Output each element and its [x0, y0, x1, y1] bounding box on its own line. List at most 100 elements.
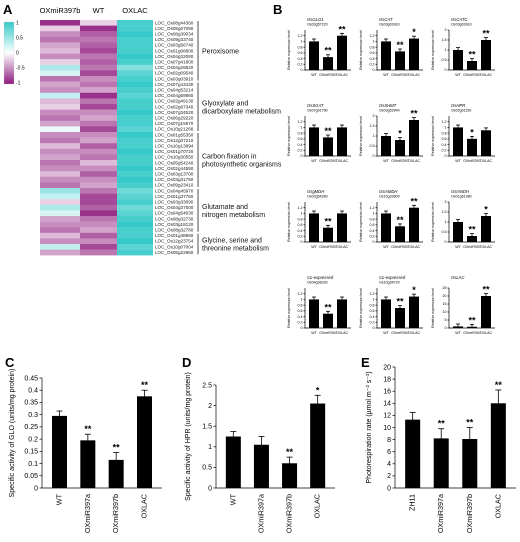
bar-oxlac [409, 120, 419, 156]
panel-c: C 0 0.05 0.1 0.15 0.2 0.25 0.3 0.35 0.4 0.45 Specif… [5, 355, 162, 533]
bar-oxlac [481, 40, 491, 70]
gene-label: LOC_Os08g39034 [155, 32, 194, 37]
bar-wt [52, 415, 67, 488]
y-axis-label: Relative expression level [287, 116, 291, 156]
heat-cell [80, 148, 117, 155]
heat-cell [117, 48, 153, 54]
y-tick-label: 1.5 [202, 424, 212, 431]
bar-oxlac [310, 403, 326, 488]
y-tick-label: 0.8 [370, 303, 375, 307]
x-category-label: OXLAC [480, 73, 493, 77]
heatmap-gene-labels: LOC_Os08g44360LOC_Os05g07090LOC_Os08g390… [155, 20, 194, 255]
heat-cell [40, 193, 80, 200]
heat-cell [117, 64, 153, 71]
y-tick-label: 1.2 [370, 206, 375, 210]
gene-label: LOC_Os12g23754 [155, 239, 194, 244]
y-axis-label: Relative expression level [431, 202, 435, 242]
heat-cell [80, 87, 117, 93]
expression-chart-12: OsLAC Relative expression level 0 5 10 15 20 25… [431, 275, 495, 335]
heat-cell [80, 64, 117, 71]
gene-label: LOC_Os07g43430 [155, 82, 194, 87]
panel-label: C [5, 355, 15, 370]
bar-oxmir397 [323, 57, 333, 70]
heat-cell [80, 204, 117, 211]
heat-cell [40, 70, 80, 77]
y-axis-label: Relative expression level [431, 288, 435, 328]
gene-label: LOC_Os04g54030 [155, 211, 194, 216]
y-axis-label: Relative expression level [431, 116, 435, 156]
gene-label: LOC_Os09g33740 [155, 37, 194, 42]
panel-a: A OXmiR397b WT OXLAC 1 0.5 0 -0.5 -1 LOC_Os08g… [3, 2, 282, 256]
y-tick-label: 0.6 [370, 223, 375, 227]
gene-label: LOC_Os08g32780 [155, 228, 194, 233]
bar-wt [381, 299, 391, 328]
heat-cell [40, 137, 80, 144]
bar-wt [309, 299, 319, 328]
y-tick-label: 0.8 [370, 45, 375, 49]
heatmap-column-headers: OXmiR397b WT OXLAC [40, 6, 149, 15]
significance-star: ** [482, 29, 490, 39]
heat-cell [80, 53, 117, 60]
significance-star: ** [468, 315, 476, 325]
heat-cell [117, 25, 153, 32]
y-axis-label: Relative expression level [359, 288, 363, 328]
heat-cell [117, 126, 153, 133]
chart-subtitle: Os03g03910 [379, 23, 400, 27]
y-tick-label: 0.4 [28, 388, 38, 395]
y-tick-label: 1.5 [442, 210, 447, 214]
heat-cell [117, 59, 153, 65]
gene-label: LOC_Os10g21268 [155, 127, 194, 132]
y-tick-label: 0.4 [298, 57, 303, 61]
heat-cell [117, 171, 153, 177]
y-tick-label: 0.8 [298, 131, 303, 135]
bar-oxlac [481, 216, 491, 242]
significance-star: ** [438, 419, 446, 429]
x-category-label: WT [311, 245, 317, 249]
y-tick-label: 1.2 [298, 120, 303, 124]
x-category-label: WT [311, 331, 317, 335]
y-tick-label: 0.5 [442, 58, 447, 62]
gene-label: LOC_Os02g49130 [155, 99, 194, 104]
heat-cell [80, 244, 117, 250]
heat-cell [117, 132, 153, 138]
gene-label: LOC_Os08g44360 [155, 20, 194, 25]
x-category-label: WT [311, 159, 317, 163]
gene-label: LOC_Os02g67340 [155, 104, 194, 109]
x-category-label: OXLAC [493, 494, 502, 518]
bar-oxmir397a [253, 444, 269, 488]
bar-wt [453, 326, 463, 328]
heat-cell [117, 221, 153, 228]
bar-oxmir397 [395, 226, 405, 242]
x-category-label: OXmiR397a [436, 494, 445, 533]
heat-cell [80, 232, 117, 239]
gene-label: LOC_Os10g07004 [155, 244, 194, 249]
heat-cell [40, 199, 80, 205]
significance-star: * [484, 205, 488, 215]
chart-subtitle: Os01g61380 [451, 195, 472, 199]
gene-label: LOC_Os07g41800 [155, 60, 194, 65]
bar-wt [453, 127, 463, 156]
heat-cell [80, 221, 117, 228]
heat-cell [117, 53, 153, 60]
gene-label: LOC_Os01g55350 [155, 132, 194, 137]
y-tick-label: 0.6 [370, 309, 375, 313]
y-tick-label: 0.5 [370, 144, 375, 148]
bar-wt [381, 136, 391, 156]
gene-label: LOC_Os07g34520 [155, 110, 194, 115]
heat-cell [80, 154, 117, 161]
heat-cell [40, 98, 80, 105]
heat-cell [117, 182, 153, 189]
pathway-label: nitrogen metabolism [202, 212, 265, 219]
heat-cell [117, 92, 153, 99]
y-tick-label: 0 [208, 485, 212, 492]
y-tick-label: 0 [301, 240, 303, 244]
bar-wt [309, 127, 319, 156]
heat-cell [80, 210, 117, 217]
significance-star: ** [113, 443, 121, 453]
bar-oxmir397 [323, 227, 333, 242]
y-tick-label: 2 [208, 403, 212, 410]
bar-oxmir397 [395, 308, 405, 328]
bar-oxlac [337, 213, 347, 242]
x-category-label: OXmiR397 [319, 159, 337, 163]
bar-oxmir397 [467, 138, 477, 156]
